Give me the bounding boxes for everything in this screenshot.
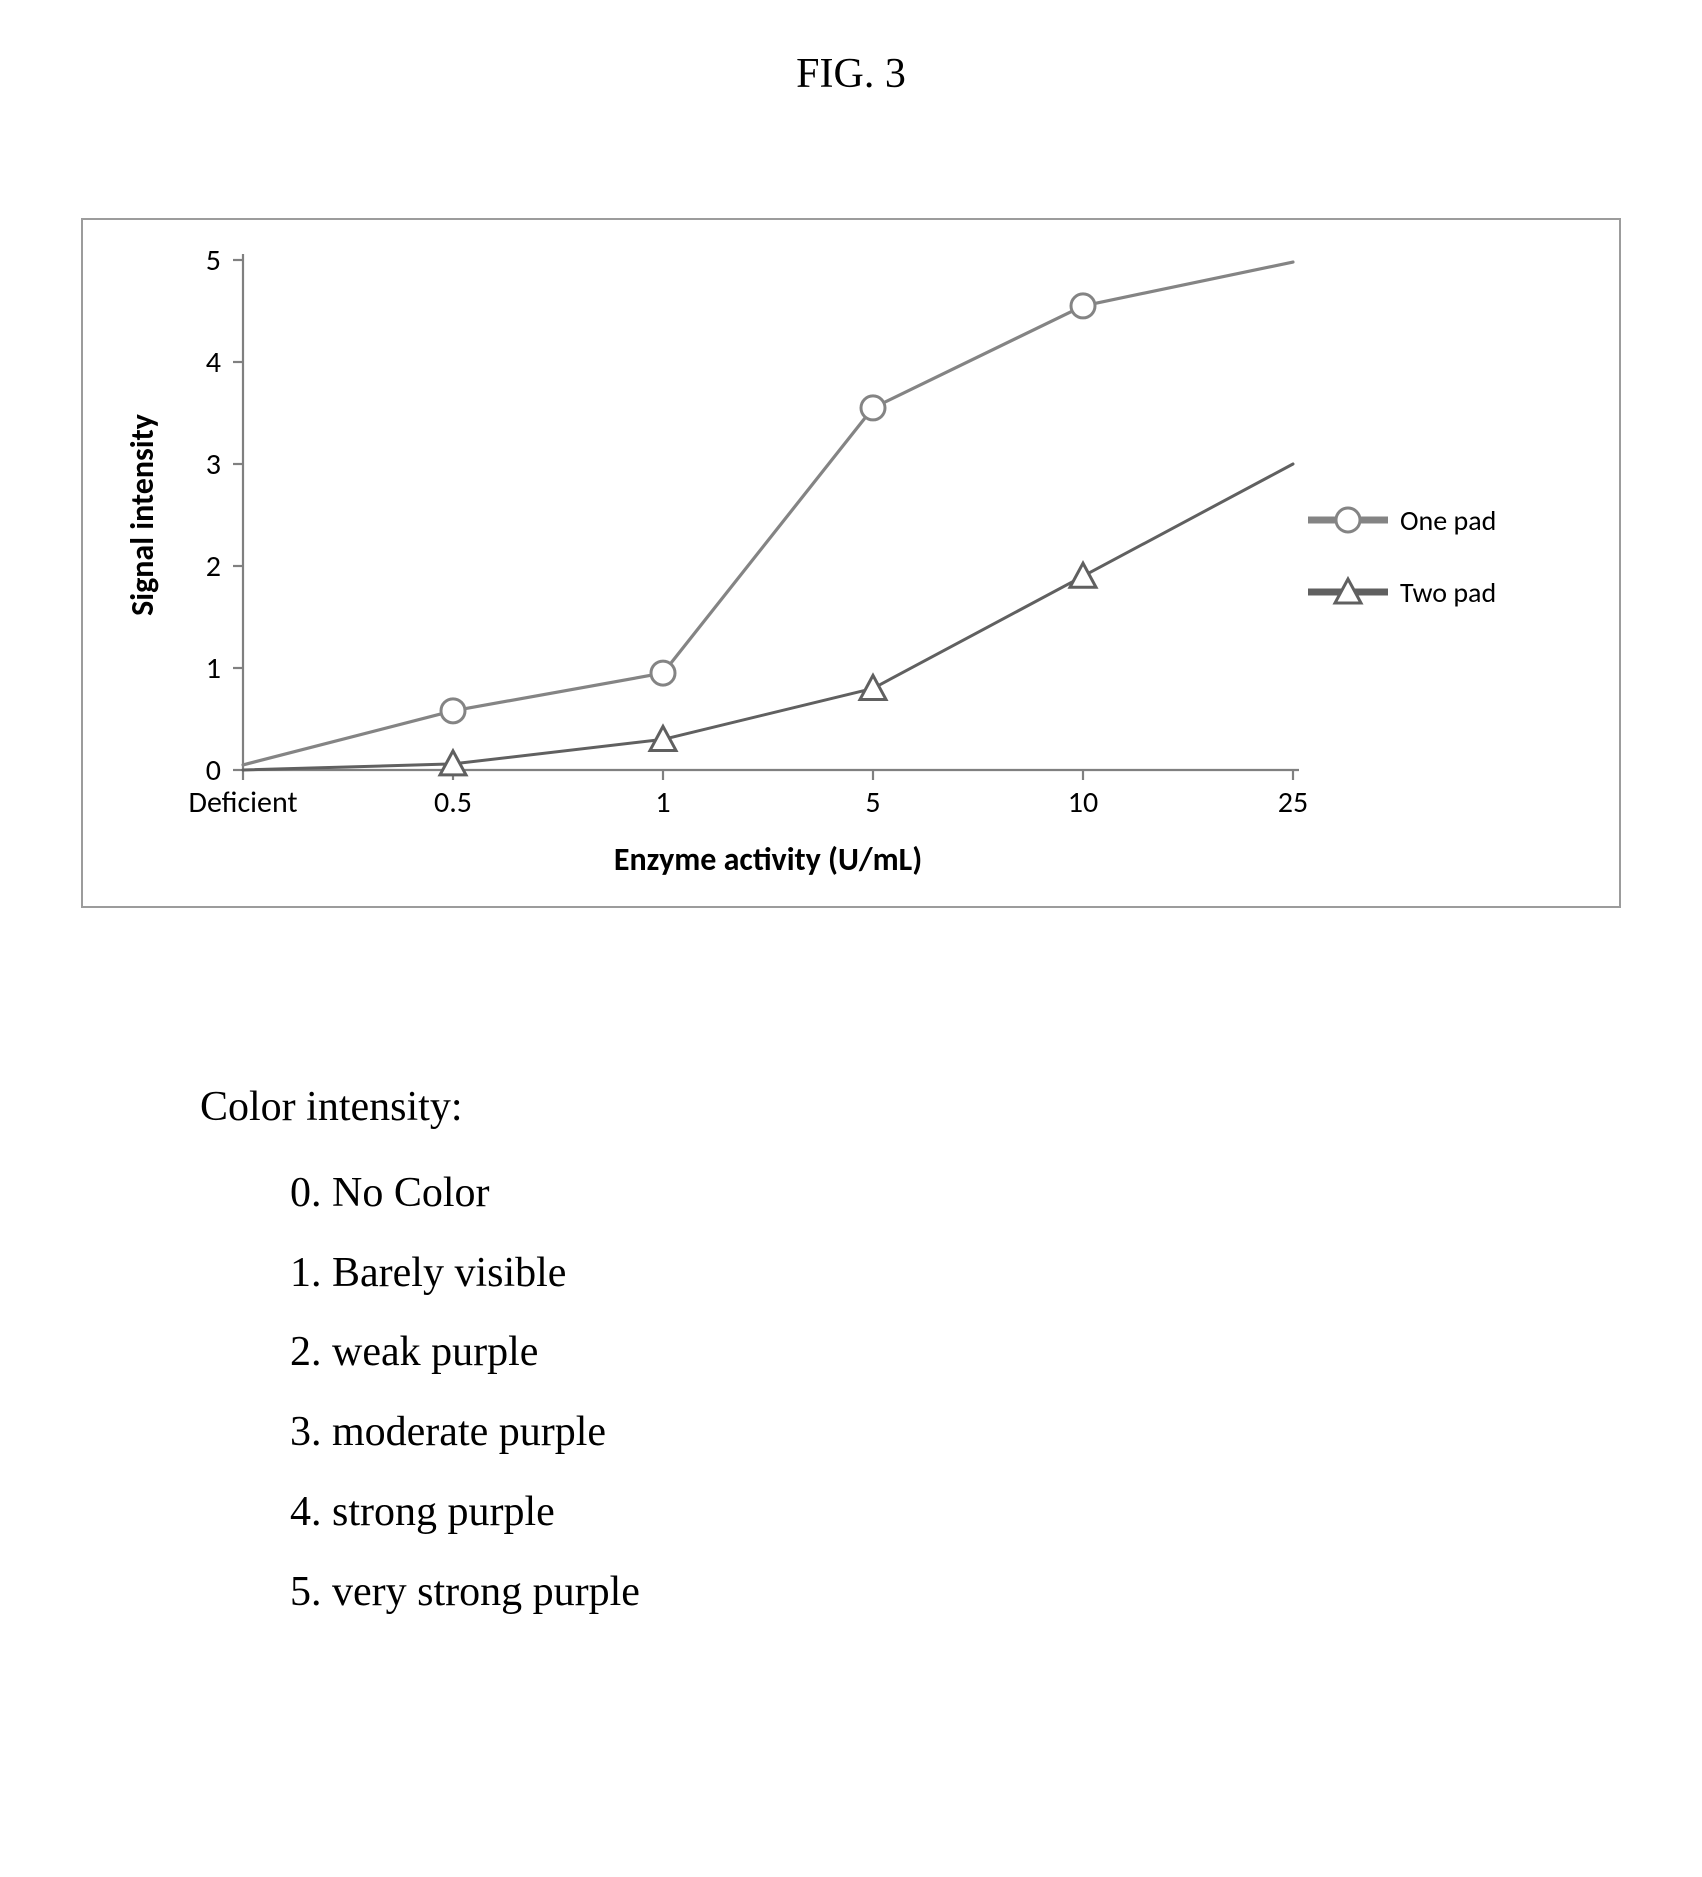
x-tick-label: 5 <box>865 784 880 821</box>
color-intensity-key: Color intensity: 0. No Color1. Barely vi… <box>200 1068 1622 1633</box>
circle-marker <box>1336 508 1360 532</box>
y-tick-label: 2 <box>206 548 221 585</box>
y-axis-label: Signal intensity <box>123 414 162 616</box>
x-tick-label: 0.5 <box>434 784 472 821</box>
color-intensity-item: 3. moderate purple <box>290 1393 1622 1473</box>
y-tick-label: 4 <box>206 344 221 381</box>
circle-marker <box>1071 294 1095 318</box>
chart-container: 012345Signal intensityDeficient0.5151025… <box>81 218 1621 908</box>
color-intensity-item: 4. strong purple <box>290 1473 1622 1553</box>
x-tick-label: Deficient <box>188 784 297 821</box>
color-intensity-heading: Color intensity: <box>200 1068 1622 1148</box>
circle-marker <box>861 396 885 420</box>
circle-marker <box>651 661 675 685</box>
legend-label: One pad <box>1400 503 1496 538</box>
figure-title: FIG. 3 <box>80 50 1622 98</box>
x-axis-label: Enzyme activity (U/mL) <box>614 840 922 879</box>
x-tick-label: 1 <box>655 784 670 821</box>
color-intensity-item: 5. very strong purple <box>290 1553 1622 1633</box>
x-tick-label: 10 <box>1068 784 1098 821</box>
y-tick-label: 3 <box>206 446 221 483</box>
triangle-marker <box>1070 563 1096 587</box>
circle-marker <box>441 699 465 723</box>
x-tick-label: 25 <box>1278 784 1308 821</box>
series-line <box>243 262 1293 765</box>
color-intensity-item: 2. weak purple <box>290 1313 1622 1393</box>
triangle-marker <box>860 675 886 699</box>
signal-intensity-chart: 012345Signal intensityDeficient0.5151025… <box>83 220 1623 910</box>
y-tick-label: 5 <box>206 242 221 279</box>
color-intensity-item: 0. No Color <box>290 1154 1622 1234</box>
y-tick-label: 1 <box>206 650 221 687</box>
legend-label: Two pad <box>1400 575 1496 610</box>
color-intensity-item: 1. Barely visible <box>290 1234 1622 1314</box>
